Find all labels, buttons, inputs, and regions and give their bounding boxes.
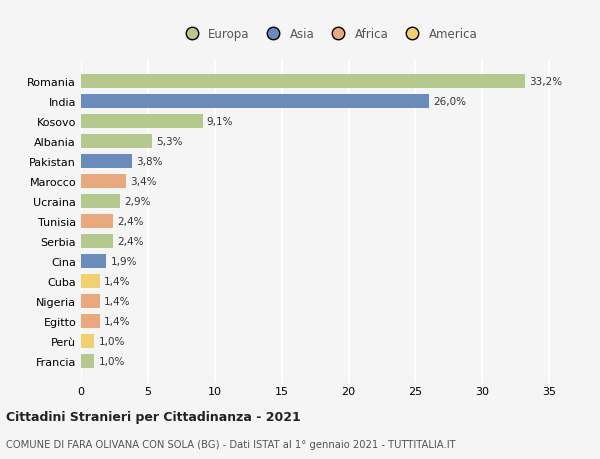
Bar bbox=[81, 114, 203, 129]
Bar bbox=[81, 335, 94, 348]
Text: 33,2%: 33,2% bbox=[529, 76, 562, 86]
Text: 1,9%: 1,9% bbox=[110, 257, 137, 267]
Bar bbox=[81, 274, 100, 289]
Text: 1,4%: 1,4% bbox=[104, 297, 130, 307]
Text: 26,0%: 26,0% bbox=[433, 96, 466, 106]
Text: 5,3%: 5,3% bbox=[156, 136, 182, 146]
Text: COMUNE DI FARA OLIVANA CON SOLA (BG) - Dati ISTAT al 1° gennaio 2021 - TUTTITALI: COMUNE DI FARA OLIVANA CON SOLA (BG) - D… bbox=[6, 440, 455, 449]
Bar bbox=[81, 95, 429, 108]
Text: 1,0%: 1,0% bbox=[98, 336, 125, 347]
Bar bbox=[81, 214, 113, 229]
Bar bbox=[81, 314, 100, 329]
Text: 2,9%: 2,9% bbox=[124, 196, 151, 207]
Text: 9,1%: 9,1% bbox=[207, 117, 233, 126]
Bar bbox=[81, 134, 152, 148]
Bar bbox=[81, 74, 525, 89]
Text: 1,0%: 1,0% bbox=[98, 357, 125, 367]
Text: 1,4%: 1,4% bbox=[104, 276, 130, 286]
Text: 3,4%: 3,4% bbox=[131, 176, 157, 186]
Bar bbox=[81, 254, 106, 269]
Bar bbox=[81, 235, 113, 248]
Bar bbox=[81, 295, 100, 308]
Bar bbox=[81, 354, 94, 369]
Legend: Europa, Asia, Africa, America: Europa, Asia, Africa, America bbox=[175, 23, 482, 46]
Text: 3,8%: 3,8% bbox=[136, 157, 163, 167]
Text: Cittadini Stranieri per Cittadinanza - 2021: Cittadini Stranieri per Cittadinanza - 2… bbox=[6, 410, 301, 423]
Text: 2,4%: 2,4% bbox=[117, 217, 143, 226]
Bar bbox=[81, 154, 132, 168]
Text: 1,4%: 1,4% bbox=[104, 317, 130, 326]
Text: 2,4%: 2,4% bbox=[117, 236, 143, 246]
Bar bbox=[81, 174, 127, 189]
Bar bbox=[81, 195, 120, 208]
